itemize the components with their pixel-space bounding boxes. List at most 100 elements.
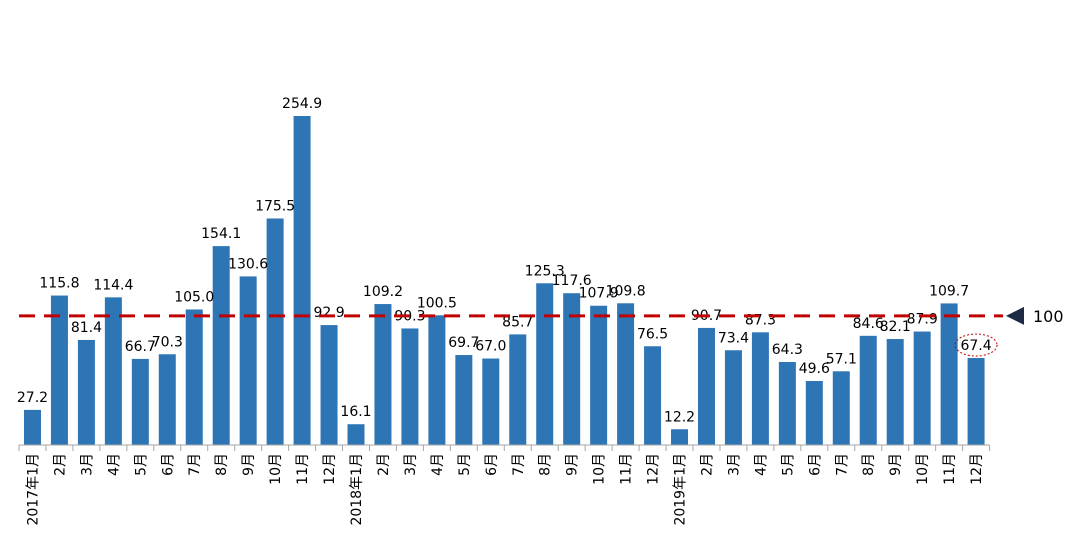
bar-20	[536, 283, 554, 445]
bar-22	[590, 305, 608, 445]
x-tick-label-15: 3月	[403, 453, 419, 476]
value-label-11: 254.9	[282, 96, 322, 112]
bar-13	[347, 424, 365, 445]
bar-24	[644, 346, 662, 445]
x-tick-label-29: 5月	[780, 453, 796, 476]
bar-23	[617, 303, 635, 445]
bar-11	[293, 116, 311, 445]
bar-7	[185, 309, 203, 445]
value-label-2: 115.8	[39, 276, 79, 292]
x-tick-label-25: 2019年1月	[673, 453, 689, 526]
x-tick-label-22: 10月	[592, 453, 608, 485]
x-tick-label-16: 4月	[430, 453, 446, 476]
bar-21	[563, 293, 581, 445]
bar-35	[940, 303, 958, 445]
x-tick-label-33: 9月	[888, 453, 904, 476]
bar-5	[131, 358, 149, 445]
value-label-6: 70.3	[152, 334, 183, 350]
x-tick-label-28: 4月	[753, 453, 769, 476]
bar-19	[509, 334, 527, 445]
x-tick-label-20: 8月	[538, 453, 554, 476]
bar-4	[104, 297, 122, 445]
x-tick-label-13: 2018年1月	[349, 453, 365, 526]
reference-marker-triangle	[1006, 306, 1024, 325]
value-label-21: 117.6	[552, 273, 592, 289]
bars-group	[23, 116, 985, 445]
value-label-33: 82.1	[880, 319, 911, 335]
bar-14	[374, 304, 392, 445]
bar-32	[859, 335, 877, 445]
x-tick-label-6: 6月	[160, 453, 176, 476]
x-tick-label-21: 9月	[565, 453, 581, 476]
value-label-19: 85.7	[502, 314, 533, 330]
bar-9	[239, 276, 257, 445]
value-label-7: 105.0	[174, 289, 214, 305]
value-label-16: 100.5	[417, 295, 457, 311]
x-tick-label-4: 4月	[106, 453, 122, 476]
value-label-12: 92.9	[313, 305, 344, 321]
bar-36	[967, 358, 985, 445]
x-tick-label-10: 10月	[268, 453, 284, 485]
x-tick-label-3: 3月	[79, 453, 95, 476]
bar-10	[266, 218, 284, 445]
x-tick-label-19: 7月	[511, 453, 527, 476]
x-tick-label-30: 6月	[807, 453, 823, 476]
value-label-22: 107.9	[579, 286, 619, 302]
value-label-34: 87.9	[907, 312, 938, 328]
x-tick-label-36: 12月	[969, 453, 985, 485]
bar-27	[724, 350, 742, 445]
value-label-3: 81.4	[71, 320, 102, 336]
value-label-1: 27.2	[17, 390, 48, 406]
x-tick-label-18: 6月	[484, 453, 500, 476]
value-label-8: 154.1	[201, 226, 241, 242]
bar-1	[23, 409, 41, 445]
bar-25	[671, 429, 689, 445]
value-label-31: 57.1	[826, 351, 857, 367]
highlight-ellipse	[954, 333, 998, 357]
x-tick-label-5: 5月	[133, 453, 149, 476]
x-tick-label-26: 2月	[699, 453, 715, 476]
x-tick-label-14: 2月	[376, 453, 392, 476]
x-tick-label-7: 7月	[187, 453, 203, 476]
value-label-29: 64.3	[772, 342, 803, 358]
bar-31	[832, 371, 850, 445]
value-labels-group: 27.2 115.8 81.4 114.4 66.770.3 105.0 154.1 130.…	[17, 96, 992, 425]
value-label-20: 125.3	[525, 263, 565, 279]
value-label-5: 66.7	[125, 339, 156, 355]
value-label-36: 67.4	[960, 338, 991, 354]
value-label-27: 73.4	[718, 330, 749, 346]
x-ticks-group	[18, 445, 991, 451]
x-tick-label-34: 10月	[915, 453, 931, 485]
value-label-4: 114.4	[93, 277, 133, 293]
bar-18	[482, 358, 500, 445]
bar-34	[913, 331, 931, 445]
x-tick-label-23: 11月	[619, 453, 635, 485]
bar-30	[805, 380, 823, 445]
bar-26	[697, 327, 715, 445]
value-label-32: 84.6	[853, 316, 884, 332]
bar-3	[77, 339, 95, 445]
x-tick-label-27: 3月	[726, 453, 742, 476]
x-tick-label-35: 11月	[942, 453, 958, 485]
bar-12	[320, 325, 338, 445]
value-label-10: 175.5	[255, 198, 295, 214]
bar-29	[778, 362, 796, 445]
x-tick-label-17: 5月	[457, 453, 473, 476]
value-label-14: 109.2	[363, 284, 403, 300]
x-tick-label-1: 2017年1月	[25, 453, 41, 526]
bar-16	[428, 315, 446, 445]
x-tick-label-11: 11月	[295, 453, 311, 485]
bar-33	[886, 339, 904, 445]
value-label-35: 109.7	[929, 283, 969, 299]
value-label-25: 12.2	[664, 409, 695, 425]
value-label-30: 49.6	[799, 361, 830, 377]
reference-line-label: 100	[1033, 307, 1064, 326]
value-label-13: 16.1	[340, 404, 371, 420]
bar-17	[455, 355, 473, 445]
x-tick-label-9: 9月	[241, 453, 257, 476]
value-label-17: 69.7	[448, 335, 479, 351]
bar-28	[751, 332, 769, 445]
x-tick-label-8: 8月	[214, 453, 230, 476]
value-label-9: 130.6	[228, 256, 268, 272]
